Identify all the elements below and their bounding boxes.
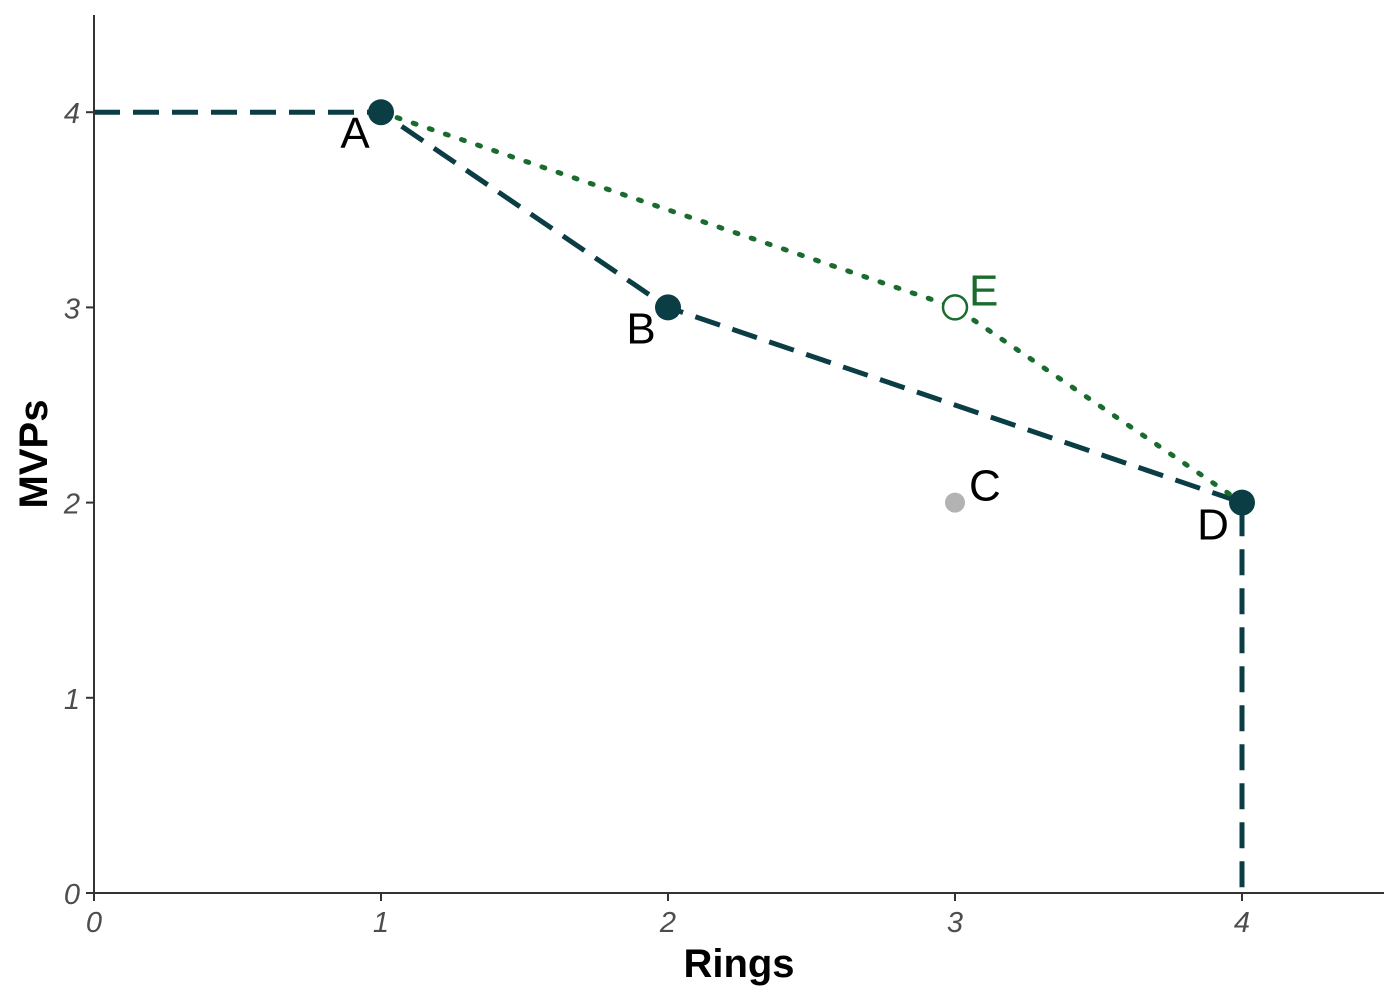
point-label-a: A <box>340 109 370 158</box>
lines-layer <box>94 109 1245 893</box>
y-tick-label: 2 <box>63 489 80 521</box>
y-tick-label: 4 <box>64 98 80 130</box>
points-layer <box>368 99 1255 516</box>
point-b <box>655 294 681 321</box>
ticks-layer: 0 1 2 3 4 0 1 2 3 4 <box>63 98 1250 939</box>
frontier-dotted-line <box>378 109 1245 506</box>
x-axis-title: Rings <box>683 942 794 986</box>
point-label-d: D <box>1197 501 1229 550</box>
point-labels-layer: A B C D E <box>340 109 1229 549</box>
frontier-dashed-line <box>94 109 1245 893</box>
y-tick-label: 0 <box>64 879 80 911</box>
x-tick-label: 2 <box>659 907 676 939</box>
point-e <box>941 294 969 321</box>
point-a <box>368 99 394 126</box>
y-axis-title: MVPs <box>12 400 56 509</box>
point-label-b: B <box>626 304 655 353</box>
point-d <box>1229 489 1255 516</box>
point-label-c: C <box>969 462 1001 511</box>
x-tick-label: 3 <box>947 907 963 939</box>
x-tick-label: 1 <box>373 907 389 939</box>
y-tick-label: 1 <box>64 684 80 716</box>
x-tick-label: 4 <box>1234 907 1250 939</box>
point-label-e: E <box>969 266 998 315</box>
x-tick-label: 0 <box>86 907 102 939</box>
y-tick-label: 3 <box>64 293 80 325</box>
point-c <box>945 492 965 513</box>
